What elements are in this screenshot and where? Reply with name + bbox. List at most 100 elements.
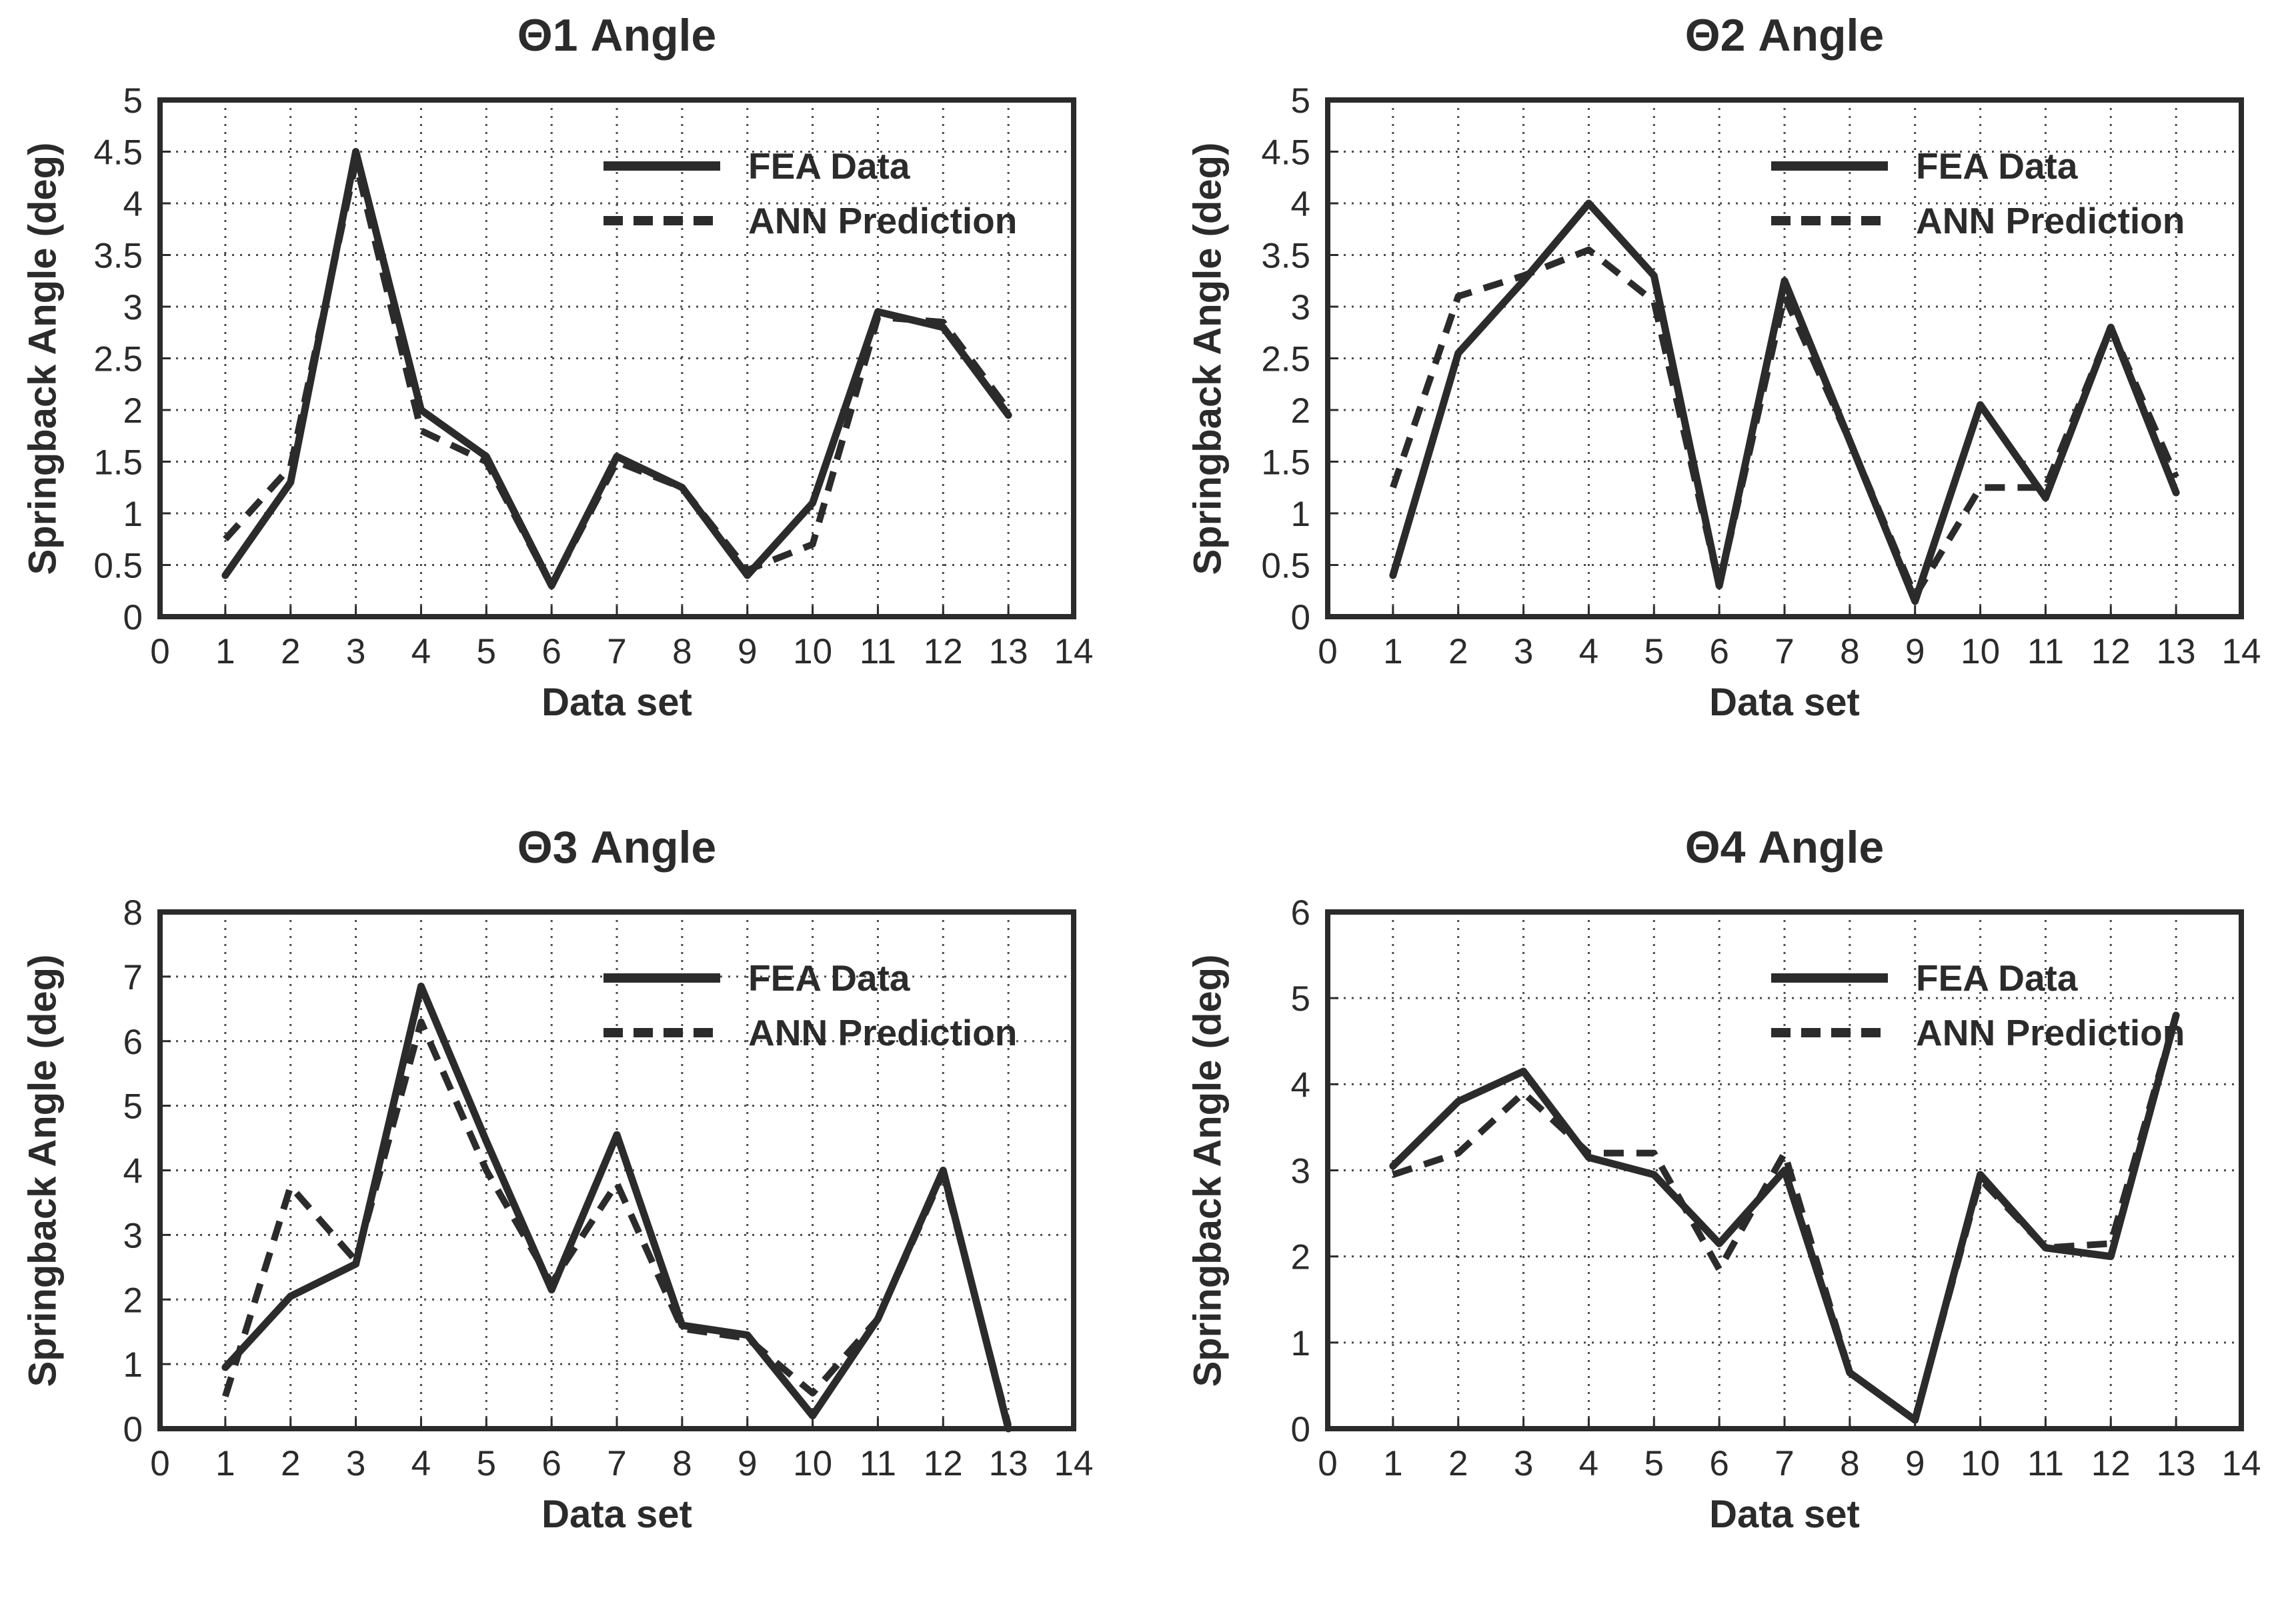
y-tick-label: 4 [1291,185,1310,224]
x-tick-label: 5 [1644,632,1664,671]
chart-title-theta3: Θ3 Angle [517,822,717,873]
x-tick-label: 12 [2091,1444,2131,1483]
y-tick-label: 3 [123,288,143,327]
legend-item-fea: FEA Data [1771,139,2185,193]
y-tick-label: 2 [1291,1238,1310,1277]
x-tick-label: 8 [672,632,692,671]
legend-label-fea: FEA Data [1916,957,2078,999]
x-tick-label: 5 [1644,1444,1664,1483]
ann-prediction-line [222,1018,1012,1427]
x-tick-label: 3 [1514,632,1533,671]
x-tick-label: 4 [411,1444,431,1483]
y-tick-label: 1 [123,1345,143,1385]
y-tick-label: 2 [123,391,143,431]
x-tick-label: 6 [1709,632,1729,671]
dashed-line-sample-icon [1771,1028,1888,1037]
y-tick-label: 0 [1291,1410,1310,1449]
x-tick-label: 10 [793,632,832,671]
x-tick-label: 14 [2222,1444,2261,1483]
x-tick-label: 1 [1383,632,1402,671]
legend-label-fea: FEA Data [748,957,910,999]
x-tick-label: 1 [1383,1444,1402,1483]
x-tick-label: 1 [215,1444,235,1483]
x-tick-label: 12 [924,1444,963,1483]
x-tick-label: 8 [1840,632,1859,671]
x-tick-label: 9 [738,632,757,671]
dashed-line-sample-icon [604,1028,720,1037]
y-tick-label: 7 [123,958,143,997]
y-axis-label: Springback Angle (deg) [21,954,65,1387]
legend-label-ann: ANN Prediction [1916,200,2185,241]
x-tick-label: 7 [1775,1444,1794,1483]
y-axis-label: Springback Angle (deg) [1186,954,1230,1387]
x-tick-label: 14 [1054,1444,1094,1483]
x-tick-label: 8 [1840,1444,1859,1483]
y-tick-label: 3 [123,1216,143,1255]
legend-item-fea: FEA Data [604,139,1017,193]
y-axis-label: Springback Angle (deg) [21,142,65,575]
x-tick-label: 2 [281,632,300,671]
x-tick-label: 11 [860,1444,896,1483]
y-tick-label: 3.5 [1261,237,1310,276]
x-tick-label: 2 [1448,1444,1468,1483]
x-tick-label: 3 [1514,1444,1533,1483]
x-axis-label: Data set [541,1493,692,1536]
legend-label-ann: ANN Prediction [748,1012,1018,1053]
legend-label-fea: FEA Data [1916,145,2078,187]
x-tick-label: 10 [1961,1444,2000,1483]
x-tick-label: 11 [860,632,896,671]
legend: FEA Data ANN Prediction [604,951,1017,1060]
y-tick-label: 2 [1291,391,1310,431]
x-tick-label: 13 [2157,1444,2196,1483]
dashed-line-sample-icon [1771,216,1888,225]
y-tick-label: 2.5 [93,340,143,379]
y-tick-label: 4 [123,1152,143,1191]
x-tick-label: 13 [989,632,1028,671]
x-tick-label: 0 [150,632,169,671]
legend-item-ann: ANN Prediction [1771,1005,2185,1060]
y-tick-label: 5 [123,81,143,121]
x-axis-label: Data set [541,681,692,724]
x-tick-label: 1 [215,632,235,671]
x-tick-label: 14 [2222,632,2261,671]
y-tick-label: 2.5 [1261,340,1310,379]
x-tick-label: 9 [1905,1444,1925,1483]
x-tick-label: 4 [1579,1444,1598,1483]
x-tick-label: 12 [2091,632,2131,671]
legend-item-ann: ANN Prediction [1771,193,2185,248]
x-tick-label: 2 [1448,632,1468,671]
x-tick-label: 6 [541,632,561,671]
y-tick-label: 3 [1291,288,1310,327]
legend-item-fea: FEA Data [1771,951,2185,1005]
y-tick-label: 1.5 [93,443,143,483]
y-tick-label: 5 [123,1087,143,1127]
x-tick-label: 6 [1709,1444,1729,1483]
y-tick-label: 0 [123,598,143,637]
y-tick-label: 8 [123,893,143,933]
y-tick-label: 0 [1291,598,1310,637]
x-tick-label: 6 [541,1444,561,1483]
fea-data-line [221,148,1012,589]
legend-item-fea: FEA Data [604,951,1017,1005]
chart-panel-theta4: 0 1 2 3 4 5 6 7 8 9 10 11 12 13 14 0 1 2 3 4 5 6 Θ4 Angle Spr… [1141,812,2282,1624]
legend: FEA Data ANN Prediction [1771,951,2185,1060]
x-axis-label: Data set [1709,1493,1860,1536]
y-tick-label: 6 [123,1023,143,1062]
y-tick-label: 1 [1291,1324,1310,1363]
x-tick-label: 13 [989,1444,1028,1483]
x-tick-label: 10 [793,1444,832,1483]
y-tick-label: 3 [1291,1152,1310,1191]
chart-panel-theta3: 0 1 2 3 4 5 6 7 8 9 10 11 12 13 14 0 1 2 3 4 5 6 7 8 Θ3 Angle S… [0,812,1141,1624]
y-tick-label: 0.5 [1261,547,1310,586]
dashed-line-sample-icon [604,216,720,225]
ann-prediction-line [1390,246,2179,599]
x-tick-label: 11 [2027,632,2064,671]
y-tick-label: 4 [1291,1065,1310,1105]
y-tick-label: 5 [1291,81,1310,121]
y-tick-label: 4.5 [1261,133,1310,173]
solid-line-sample-icon [604,973,720,983]
legend: FEA Data ANN Prediction [1771,139,2185,248]
x-tick-label: 9 [1905,632,1925,671]
